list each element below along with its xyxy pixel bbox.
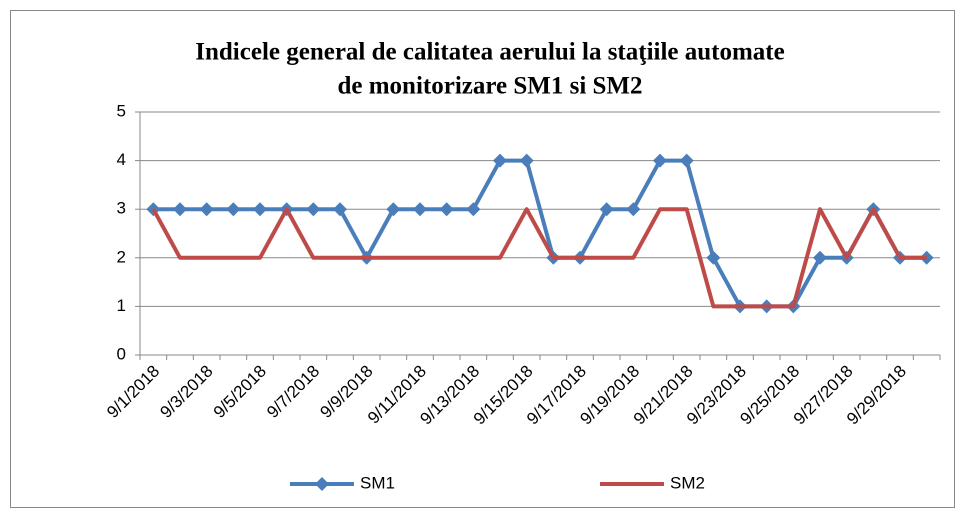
point-marker (413, 202, 427, 217)
point-marker (653, 153, 667, 168)
point-marker (439, 202, 454, 217)
point-marker (333, 202, 347, 217)
point-marker (493, 153, 507, 168)
legend-label: SM2 (670, 473, 705, 492)
point-marker (199, 202, 214, 217)
point-marker (706, 250, 721, 265)
point-marker (386, 202, 401, 217)
point-marker (626, 202, 641, 217)
point-marker (466, 202, 481, 217)
y-tick-label: 5 (117, 101, 126, 120)
y-tick-label: 4 (117, 150, 126, 169)
point-marker (226, 202, 241, 217)
chart-title: de monitorizare SM1 si SM2 (337, 73, 642, 100)
point-marker (253, 202, 267, 217)
y-tick-label: 3 (117, 199, 126, 218)
point-marker (173, 202, 187, 217)
y-tick-label: 2 (117, 247, 126, 266)
legend-label: SM1 (360, 473, 395, 492)
legend-marker (315, 477, 329, 491)
point-marker (599, 202, 614, 217)
point-marker (306, 202, 321, 217)
y-tick-label: 1 (117, 296, 126, 315)
point-marker (813, 250, 827, 265)
series-line (151, 207, 927, 309)
point-marker (679, 153, 694, 168)
y-tick-label: 0 (117, 344, 126, 363)
chart-title: Indicele general de calitatea aerului la… (195, 39, 784, 66)
point-marker (519, 153, 534, 168)
